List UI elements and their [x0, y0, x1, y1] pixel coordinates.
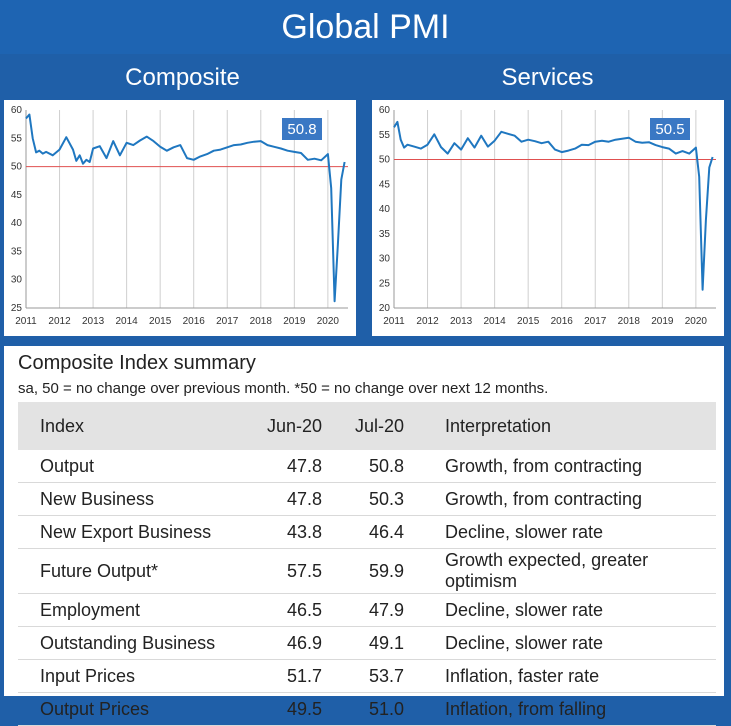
x-tick-label: 2016	[183, 316, 206, 327]
cell-jul: 46.4	[323, 515, 405, 549]
cell-index: Output	[18, 450, 241, 483]
cell-jun: 47.8	[241, 482, 323, 516]
composite-heading: Composite	[125, 64, 240, 91]
y-tick-label: 30	[11, 275, 23, 286]
x-tick-label: 2011	[383, 316, 405, 327]
cell-jul: 53.7	[323, 659, 405, 693]
cell-jul: 47.9	[323, 593, 405, 627]
table-row: New Business 47.8 50.3 Growth, from contrac…	[18, 482, 716, 516]
cell-jun: 51.7	[241, 659, 323, 693]
y-tick-label: 30	[379, 254, 391, 265]
cell-interpretation: Decline, slower rate	[405, 626, 716, 660]
y-tick-label: 35	[11, 246, 23, 257]
services-chart-panel: 2011 2012 2013 2014 2015 2016 2017 2018 2019 2020…	[372, 100, 724, 336]
cell-interpretation: Growth, from contracting	[405, 482, 716, 516]
summary-note: sa, 50 = no change over previous month. …	[18, 380, 549, 397]
x-tick-label: 2015	[149, 316, 172, 327]
cell-interpretation: Decline, slower rate	[405, 515, 716, 549]
cell-jun: 47.8	[241, 450, 323, 483]
x-tick-label: 2013	[450, 316, 473, 327]
x-tick-label: 2011	[15, 316, 37, 327]
x-tick-label: 2019	[283, 316, 306, 327]
cell-jul: 51.0	[323, 692, 405, 726]
col-header-jul: Jul-20	[323, 402, 405, 450]
cell-jul: 59.9	[323, 548, 405, 594]
cell-interpretation: Inflation, faster rate	[405, 659, 716, 693]
cell-jun: 46.5	[241, 593, 323, 627]
y-tick-label: 55	[379, 130, 391, 141]
cell-index: Future Output*	[18, 548, 241, 594]
cell-interpretation: Growth expected, greater optimism	[405, 548, 716, 594]
y-tick-label: 25	[379, 278, 391, 289]
table-row: Output Prices 49.5 51.0 Inflation, from fal…	[18, 692, 716, 726]
cell-jul: 49.1	[323, 626, 405, 660]
y-tick-label: 40	[379, 204, 391, 215]
x-tick-label: 2018	[250, 316, 273, 327]
x-tick-label: 2019	[651, 316, 674, 327]
cell-index: Output Prices	[18, 692, 241, 726]
table-row: Input Prices 51.7 53.7 Inflation, faster ra…	[18, 659, 716, 693]
cell-jul: 50.8	[323, 450, 405, 483]
series-line	[25, 113, 346, 303]
cell-index: New Business	[18, 482, 241, 516]
cell-jun: 43.8	[241, 515, 323, 549]
page-title: Global PMI	[0, 0, 731, 54]
col-header-interpretation: Interpretation	[405, 402, 716, 450]
y-tick-label: 20	[379, 303, 391, 314]
y-tick-label: 45	[11, 190, 23, 201]
col-header-index: Index	[18, 402, 241, 450]
table-row: Outstanding Business 46.9 49.1 Decline, slo…	[18, 626, 716, 660]
value-callout: 50.8	[287, 121, 316, 138]
y-tick-label: 40	[11, 218, 23, 229]
x-tick-label: 2013	[82, 316, 105, 327]
cell-index: New Export Business	[18, 515, 241, 549]
y-tick-label: 55	[11, 133, 23, 144]
services-chart: 2011 2012 2013 2014 2015 2016 2017 2018 2019 2020…	[379, 105, 716, 327]
table-header-row: Index Jun-20 Jul-20 Interpretation	[18, 402, 716, 450]
y-tick-label: 35	[379, 229, 391, 240]
cell-jul: 50.3	[323, 482, 405, 516]
summary-title: Composite Index summary	[18, 352, 256, 374]
y-tick-label: 25	[11, 303, 23, 314]
summary-panel: Composite Index summary sa, 50 = no chan…	[4, 346, 724, 726]
col-header-jun: Jun-20	[241, 402, 323, 450]
x-tick-label: 2014	[116, 316, 139, 327]
cell-interpretation: Growth, from contracting	[405, 450, 716, 483]
cell-index: Input Prices	[18, 659, 241, 693]
summary-table: Index Jun-20 Jul-20 Interpretation Outpu…	[18, 402, 716, 726]
cell-interpretation: Inflation, from falling	[405, 692, 716, 726]
x-tick-label: 2020	[685, 316, 708, 327]
x-tick-label: 2015	[517, 316, 540, 327]
cell-jun: 49.5	[241, 692, 323, 726]
x-tick-label: 2018	[618, 316, 641, 327]
x-tick-label: 2017	[584, 316, 607, 327]
table-row: Employment 46.5 47.9 Decline, slower rate	[18, 593, 716, 627]
services-heading: Services	[501, 64, 594, 91]
x-tick-label: 2012	[416, 316, 439, 327]
y-tick-label: 50	[11, 162, 23, 173]
composite-chart-panel: 2011 2012 2013 2014 2015 2016 2017 2018 2019 2020…	[4, 100, 356, 336]
value-callout-box	[650, 118, 690, 140]
table-row: New Export Business 43.8 46.4 Decline, slow…	[18, 515, 716, 549]
y-tick-label: 60	[379, 105, 391, 116]
cell-jun: 46.9	[241, 626, 323, 660]
cell-index: Employment	[18, 593, 241, 627]
y-tick-label: 60	[11, 105, 23, 116]
x-tick-label: 2020	[317, 316, 340, 327]
x-tick-label: 2014	[484, 316, 507, 327]
cell-index: Outstanding Business	[18, 626, 241, 660]
table-row: Output 47.8 50.8 Growth, from contracting	[18, 450, 716, 483]
value-callout: 50.5	[655, 121, 684, 138]
x-tick-label: 2016	[551, 316, 574, 327]
y-tick-label: 50	[379, 155, 391, 166]
composite-chart: 2011 2012 2013 2014 2015 2016 2017 2018 2019 2020…	[11, 105, 348, 327]
series-line	[393, 120, 714, 291]
x-tick-label: 2012	[48, 316, 71, 327]
y-tick-label: 45	[379, 179, 391, 190]
cell-jun: 57.5	[241, 548, 323, 594]
x-tick-label: 2017	[216, 316, 239, 327]
table-row: Future Output* 57.5 59.9 Growth expected, g…	[18, 548, 716, 594]
cell-interpretation: Decline, slower rate	[405, 593, 716, 627]
value-callout-box	[282, 118, 322, 140]
